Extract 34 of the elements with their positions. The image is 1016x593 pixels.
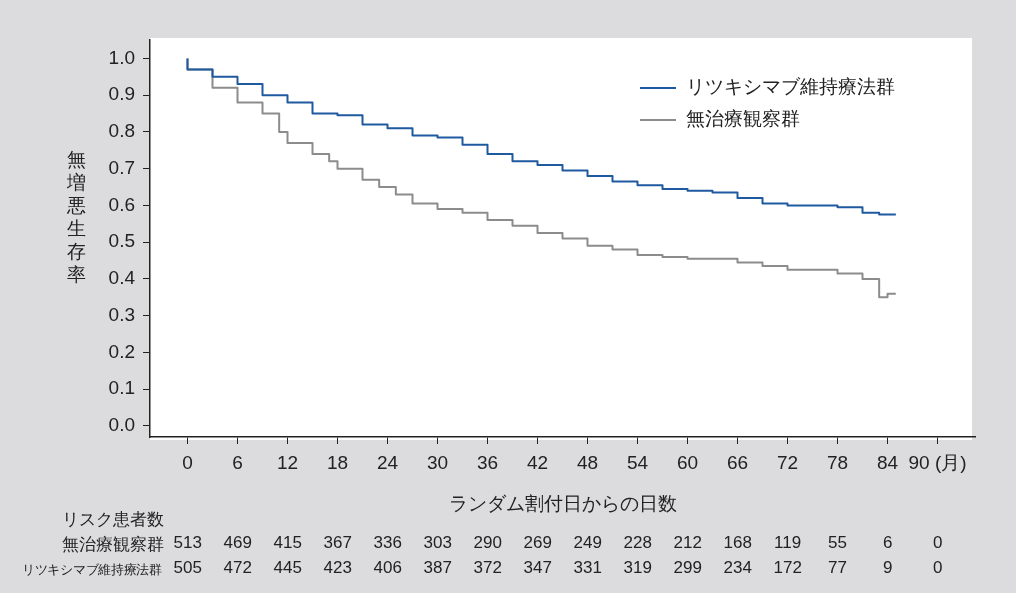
y-tick-label: 0.2 [108,340,135,362]
y-tick-label: 0.5 [108,230,135,252]
x-tick-label: 72 [776,451,799,473]
x-tick-label: 30 [426,451,449,473]
y-tick-label: 0.4 [108,267,136,289]
x-tick-label: 66 [726,451,749,473]
y-tick-label: 0.3 [108,303,135,325]
text: リスク患者数 [62,509,164,531]
y-tick-label: 0.7 [108,156,135,178]
x-tick-label: 78 [826,451,849,473]
y-tick-label: 0.6 [108,193,135,215]
x-tick-label: 36 [476,451,499,473]
x-tick-label: 24 [376,451,399,473]
x-tick-label: 18 [326,451,349,473]
legend-label: リツキシマブ維持療法群 [686,76,895,98]
x-tick-label: 6 [232,451,243,473]
y-axis-title: 無増悪生存率 [65,149,86,286]
y-tick-label: 0.0 [108,414,135,436]
legend-label: 無治療観察群 [686,108,800,130]
x-tick-label: 90 (月) [908,451,967,473]
y-tick-label: 1.0 [108,46,135,68]
x-tick-label: 12 [276,451,299,473]
y-tick-label: 0.9 [108,83,135,105]
y-tick-label: 0.1 [108,377,135,399]
x-tick-label: 0 [182,451,193,473]
x-axis-title: ランダム割付日からの日数 [448,493,677,515]
x-tick-label: 54 [626,451,649,473]
x-tick-label: 84 [876,451,899,473]
text: リツキシマブ維持療法群 505 472 445 423 406 387 372 347 331 319 299 234 172 77 9 0 [22,558,943,577]
text: 無治療観察群 513 469 415 367 336 303 290 269 249 228 212 168 119 55 6 0 [62,533,943,554]
y-tick-label: 0.8 [108,120,135,142]
x-tick-label: 48 [576,451,599,473]
x-tick-label: 60 [676,451,699,473]
x-tick-label: 42 [526,451,549,473]
